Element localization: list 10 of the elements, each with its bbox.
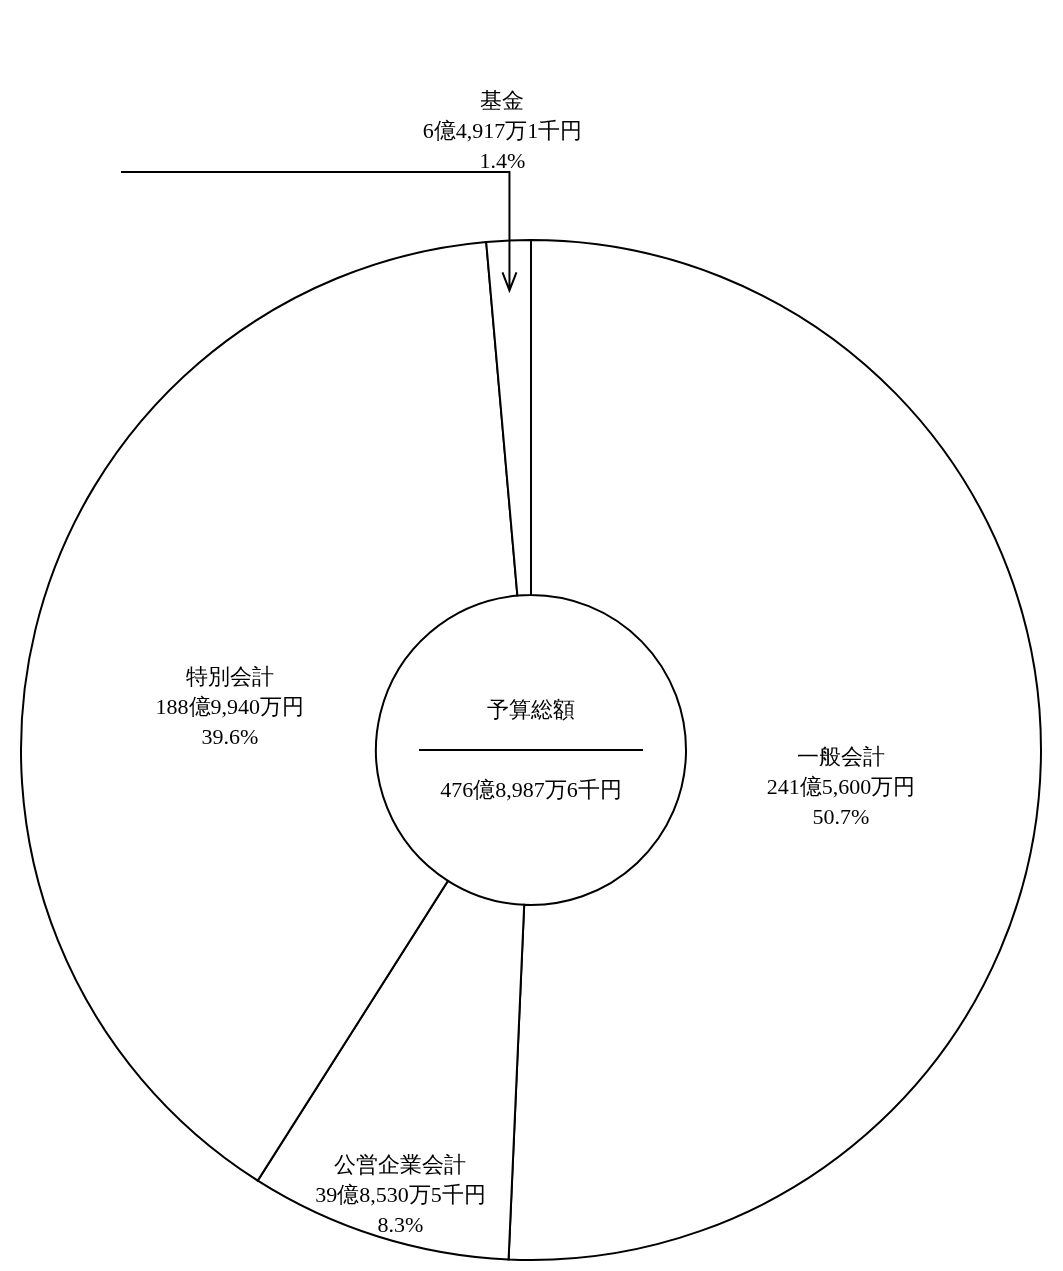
text: 476億8,987万6千円 <box>440 777 622 802</box>
slice-label: 基金 <box>480 87 525 113</box>
data-label: 6億4,917万1千円 1.4% <box>422 117 583 173</box>
text: 予算総額 <box>487 697 575 722</box>
slice-label: 一般会計 <box>796 743 885 769</box>
data-label: 188億9,940万円 39.6% <box>155 693 305 749</box>
data-label: 39億8,530万5千円 8.3% <box>315 1181 486 1237</box>
slice-label: 特別会計 <box>185 663 274 689</box>
slice-label: 公営企業会計 <box>334 1151 467 1177</box>
data-label: 241億5,600万円 50.7% <box>766 773 916 829</box>
